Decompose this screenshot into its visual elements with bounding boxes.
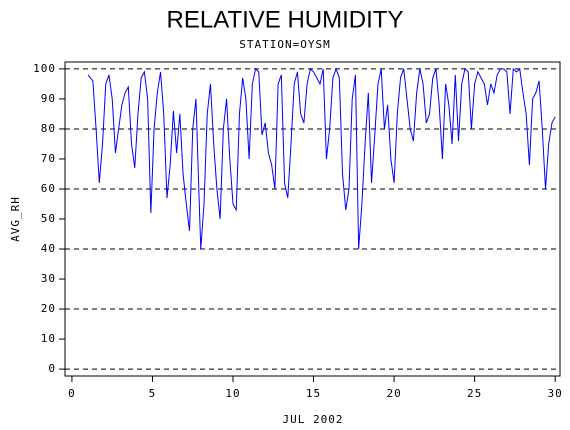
data-line: [87, 67, 556, 250]
x-tick-label: 0: [68, 387, 76, 400]
y-tick-label: 100: [33, 62, 56, 75]
x-tick-label: 20: [386, 387, 401, 400]
x-tick-label: 30: [548, 387, 563, 400]
y-tick-label: 0: [48, 362, 56, 375]
y-axis-label: AVG_RH: [9, 196, 22, 242]
y-tick-label: 60: [41, 182, 56, 195]
x-tick-label: 25: [467, 387, 482, 400]
chart-title: RELATIVE HUMIDITY: [167, 6, 404, 33]
plot-frame: [64, 61, 561, 377]
y-tick-label: 40: [41, 242, 56, 255]
y-tick-label: 80: [41, 122, 56, 135]
x-tick-label: 5: [149, 387, 157, 400]
x-tick-label: 10: [225, 387, 240, 400]
chart-subtitle: STATION=OYSM: [239, 38, 330, 51]
y-tick-label: 30: [41, 272, 56, 285]
y-tick-label: 90: [41, 92, 56, 105]
y-tick-label: 10: [41, 332, 56, 345]
x-tick-label: 15: [306, 387, 321, 400]
x-axis-label: JUL 2002: [283, 413, 344, 426]
y-tick-label: 50: [41, 212, 56, 225]
y-tick-label: 20: [41, 302, 56, 315]
y-tick-label: 70: [41, 152, 56, 165]
